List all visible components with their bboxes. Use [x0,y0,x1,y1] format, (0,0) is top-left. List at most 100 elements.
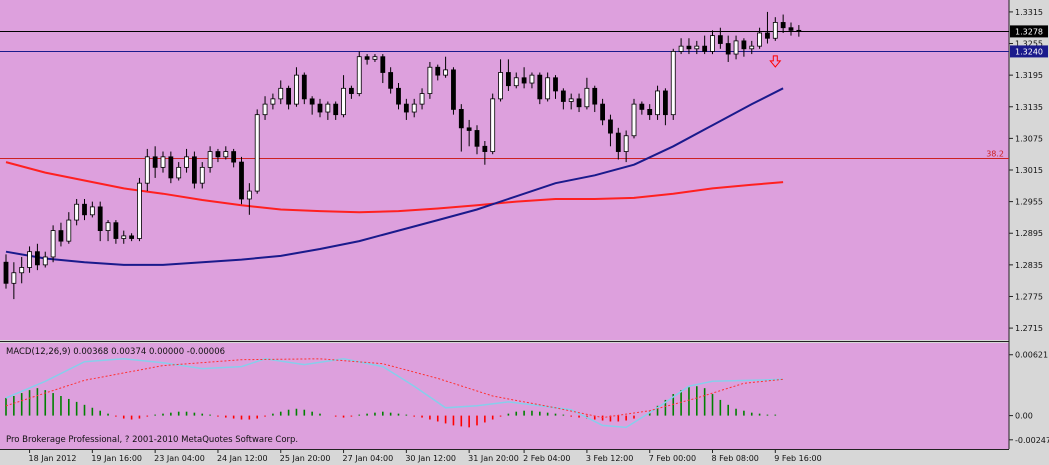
candle [396,83,401,110]
price-tick-label: 1.3015 [1015,166,1043,175]
macd-tick-label: 0.00 [1015,412,1033,421]
candle-body [121,235,127,239]
candle [113,220,119,244]
candle [419,88,425,110]
time-tick-label: 8 Feb 08:00 [712,454,759,463]
candle-body [160,156,166,168]
candle-body [137,182,142,239]
candle-body [419,93,425,105]
candle [435,64,441,81]
candle [568,93,574,110]
candle [765,11,770,44]
candle [694,40,700,55]
candle [286,85,292,110]
macd-tick-label: 0.00621 [1015,351,1048,360]
candles-layer[interactable] [3,11,802,300]
candle [592,85,598,113]
candle [168,151,174,184]
candle [710,30,715,55]
price-axis[interactable]: 1.3315 1.3255 1.3195 1.3135 1.3075 1.3015 1.29… [1009,8,1049,445]
candle-body [639,103,645,110]
candle [717,27,723,49]
candle [403,98,409,120]
candle-body [11,272,17,284]
candle-body [710,35,715,52]
candle [780,14,786,33]
candle-body [796,29,802,32]
candle [309,96,315,115]
time-tick-label: 24 Jan 12:00 [217,454,268,463]
candle [584,77,590,110]
candle-body [505,72,511,87]
candle [749,40,755,55]
candle-body [207,151,213,168]
candle [356,51,362,97]
price-tick-label: 1.2955 [1015,198,1043,207]
candle [66,212,72,244]
price-tick-label: 1.3315 [1015,8,1043,17]
candle-body [576,98,582,108]
candle-body [733,40,739,55]
candle [254,109,260,194]
candle [50,225,56,263]
candle [231,148,237,168]
candle [152,146,158,178]
candle [58,222,64,247]
main-panel-background [0,0,1009,340]
price-tag-label: 1.3278 [1015,27,1043,36]
candle [451,67,456,115]
candle-body [490,98,496,152]
candle-body [435,66,441,76]
candle [521,67,527,89]
candle [207,146,213,173]
candle [686,38,692,55]
level-label: 38.2 [986,150,1004,159]
candle-body [74,203,80,221]
candle-body [655,90,660,116]
candle-body [725,43,731,55]
candle-body [623,135,629,152]
candle [474,125,480,155]
candle-body [686,45,692,50]
candle [97,201,103,242]
candle [262,96,268,120]
candle-body [168,156,174,179]
candle [301,72,307,105]
candle-body [278,87,284,100]
candle [348,85,354,99]
candle-body [647,108,653,116]
macd-indicator-label: MACD(12,26,9) 0.00368 0.00374 0.00000 -0… [6,347,225,357]
candle [160,151,166,173]
candle [191,151,197,189]
time-tick-label: 25 Jan 20:00 [280,454,331,463]
candle [788,22,794,36]
macd-layer [5,358,784,429]
candle-body [184,156,189,168]
candle [647,104,653,120]
candle [137,177,142,242]
candle [270,93,276,110]
candle-body [3,261,9,284]
price-tick-label: 1.3255 [1015,40,1043,49]
candle [129,233,135,242]
candle [325,101,331,120]
candle [466,119,472,147]
candle-body [35,251,40,266]
candle-body [356,56,362,94]
candle [19,256,25,284]
price-tag-label: 1.3240 [1015,47,1043,56]
candle-body [466,127,472,131]
candle-body [82,203,87,216]
candle [3,254,9,289]
time-axis[interactable]: 18 Jan 2012 19 Jan 16:00 23 Jan 04:00 24 Ja… [29,449,822,463]
candle-body [592,87,598,105]
time-tick-label: 18 Jan 2012 [29,454,77,463]
candle-body [50,230,56,258]
candle [498,59,503,102]
candle-body [294,74,299,105]
candle [278,80,284,105]
candle-body [717,35,723,44]
candle [553,75,558,99]
